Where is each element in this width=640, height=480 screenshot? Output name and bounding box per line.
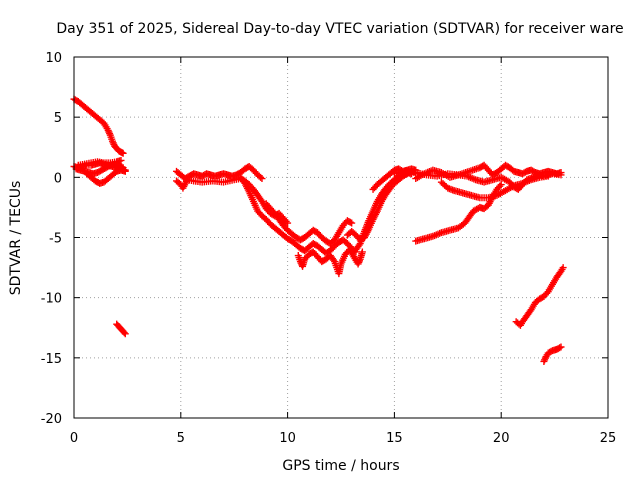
data-point	[348, 219, 356, 227]
data-point	[557, 171, 565, 179]
data-point	[117, 156, 125, 164]
data-point	[559, 264, 567, 272]
data-point	[358, 248, 366, 256]
data-point	[284, 219, 292, 227]
x-axis-label: GPS time / hours	[282, 458, 399, 474]
axis-ticks: 0 5 10 15 20 25 -20 -15 -10 -5 0 5 10	[41, 51, 617, 446]
x-tick-label: 0	[70, 431, 78, 446]
data-point	[355, 258, 363, 266]
data-point	[544, 172, 552, 180]
data-point	[346, 218, 354, 226]
data-point	[330, 256, 338, 264]
y-axis-label: SDTVAR / TECUs	[8, 181, 24, 296]
data-point	[540, 357, 548, 365]
data-point	[496, 182, 504, 190]
x-tick-label: 20	[493, 431, 510, 446]
y-tick-label: 0	[54, 171, 62, 186]
data-point	[541, 356, 549, 364]
data-point	[354, 260, 362, 268]
y-tick-label: 10	[45, 51, 62, 66]
data-point	[121, 330, 129, 338]
data-point	[556, 344, 564, 352]
data-point	[109, 139, 117, 147]
data-point	[104, 126, 112, 134]
x-tick-label: 10	[279, 431, 296, 446]
data-point	[282, 217, 290, 225]
y-tick-label: -10	[41, 292, 62, 307]
data-point	[356, 257, 364, 265]
data-point	[118, 163, 126, 171]
data-point	[105, 128, 113, 136]
data-point	[121, 167, 129, 175]
data-points	[70, 95, 567, 365]
data-point	[106, 130, 114, 138]
data-point	[557, 343, 565, 351]
chart-title: Day 351 of 2025, Sidereal Day-to-day VTE…	[56, 21, 623, 37]
y-tick-label: -20	[41, 412, 62, 427]
data-point	[497, 181, 505, 189]
data-point	[108, 137, 116, 145]
y-tick-label: -15	[41, 352, 62, 367]
grid	[74, 57, 608, 418]
data-point	[120, 329, 128, 337]
x-tick-label: 15	[386, 431, 403, 446]
x-tick-label: 25	[600, 431, 617, 446]
data-point	[258, 175, 266, 183]
y-tick-label: 5	[54, 111, 62, 126]
data-point	[355, 241, 363, 249]
data-point	[257, 173, 265, 181]
data-point	[119, 149, 127, 157]
y-tick-label: -5	[49, 232, 62, 247]
x-tick-label: 5	[177, 431, 185, 446]
